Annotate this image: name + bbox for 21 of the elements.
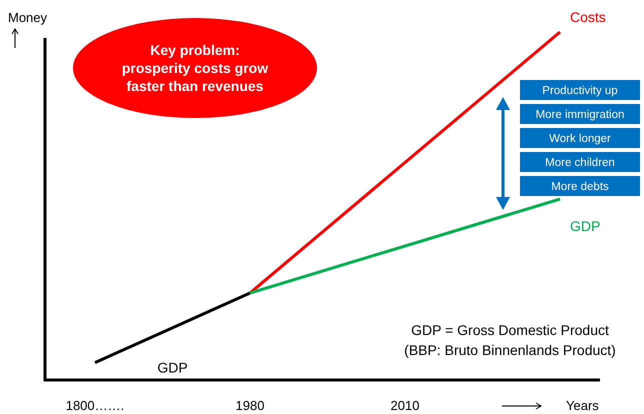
label-box: More immigration bbox=[520, 104, 640, 124]
annotation: More immigration bbox=[536, 109, 624, 121]
x-tick-label: 1980 bbox=[236, 398, 264, 413]
annotation: More debts bbox=[551, 181, 610, 193]
annotation: More children bbox=[545, 157, 615, 169]
label-box: Productivity up bbox=[520, 80, 640, 100]
label-box: Work longer bbox=[520, 128, 640, 148]
label-box: More debts bbox=[520, 176, 640, 196]
x-tick-label: 1800……. bbox=[66, 398, 124, 413]
series-label: GDP bbox=[570, 218, 600, 234]
series-label: Costs bbox=[570, 9, 606, 25]
label-box: More children bbox=[520, 152, 640, 172]
x-tick-label: 2010 bbox=[390, 398, 420, 413]
x-axis-title: Years bbox=[566, 398, 600, 413]
annotation: (BBP: Bruto Binnenlands Product) bbox=[404, 342, 616, 358]
y-axis-title: Money bbox=[8, 10, 48, 25]
annotation: Work longer bbox=[549, 133, 612, 145]
annotation: Productivity up bbox=[542, 85, 618, 97]
annotation: GDP = Gross Domestic Product bbox=[411, 322, 609, 338]
series-label: GDP bbox=[157, 360, 188, 376]
annotation: Key problem: prosperity costs grow faster than revenues bbox=[122, 42, 268, 94]
